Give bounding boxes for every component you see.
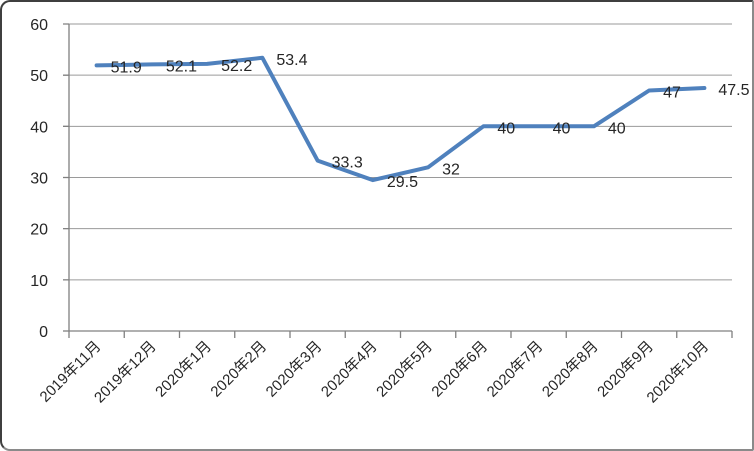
y-axis-labels: 0 10 20 30 40 50 60: [30, 17, 48, 341]
series-line-0: [94, 55, 707, 183]
data-label-0-6: 32: [442, 161, 460, 178]
x-axis-label-2: 2020年1月: [152, 338, 215, 401]
y-axis-label-0: 0: [39, 324, 48, 341]
data-label-0-10: 47: [663, 85, 681, 102]
data-label-0-0: 51.9: [111, 59, 142, 76]
data-label-0-5: 29.5: [387, 174, 418, 191]
data-labels: 51.9 52.1 52.2 53.4 33.3 29.5 32 40 40 40 47 47.5: [111, 52, 750, 191]
y-axis-label-40: 40: [30, 119, 48, 136]
y-axis-label-30: 30: [30, 171, 48, 188]
axes: [63, 23, 733, 338]
x-axis-label-8: 2020年7月: [484, 338, 547, 401]
x-axis-label-6: 2020年5月: [373, 338, 436, 401]
data-label-0-2: 52.2: [221, 58, 252, 75]
data-label-0-9: 40: [608, 120, 626, 137]
data-label-0-1: 52.1: [166, 58, 197, 75]
data-label-0-4: 33.3: [332, 155, 363, 172]
data-label-0-8: 40: [553, 120, 571, 137]
y-axis-label-10: 10: [30, 273, 48, 290]
gridlines: [69, 23, 732, 281]
data-label-0-11: 47.5: [718, 82, 749, 99]
x-axis-label-3: 2020年2月: [207, 338, 270, 401]
y-axis-label-60: 60: [30, 17, 48, 34]
data-label-0-3: 53.4: [276, 52, 307, 69]
x-axis-label-7: 2020年6月: [428, 338, 491, 401]
y-axis-label-50: 50: [30, 68, 48, 85]
x-axis-label-5: 2020年4月: [318, 338, 381, 401]
x-axis-label-9: 2020年8月: [539, 338, 602, 401]
y-axis-label-20: 20: [30, 222, 48, 239]
x-axis-labels: 2019年11月2019年12月2020年1月2020年2月2020年3月202…: [37, 338, 713, 407]
x-axis-label-4: 2020年3月: [263, 338, 326, 401]
data-series: [94, 55, 707, 183]
data-label-0-7: 40: [497, 120, 515, 137]
